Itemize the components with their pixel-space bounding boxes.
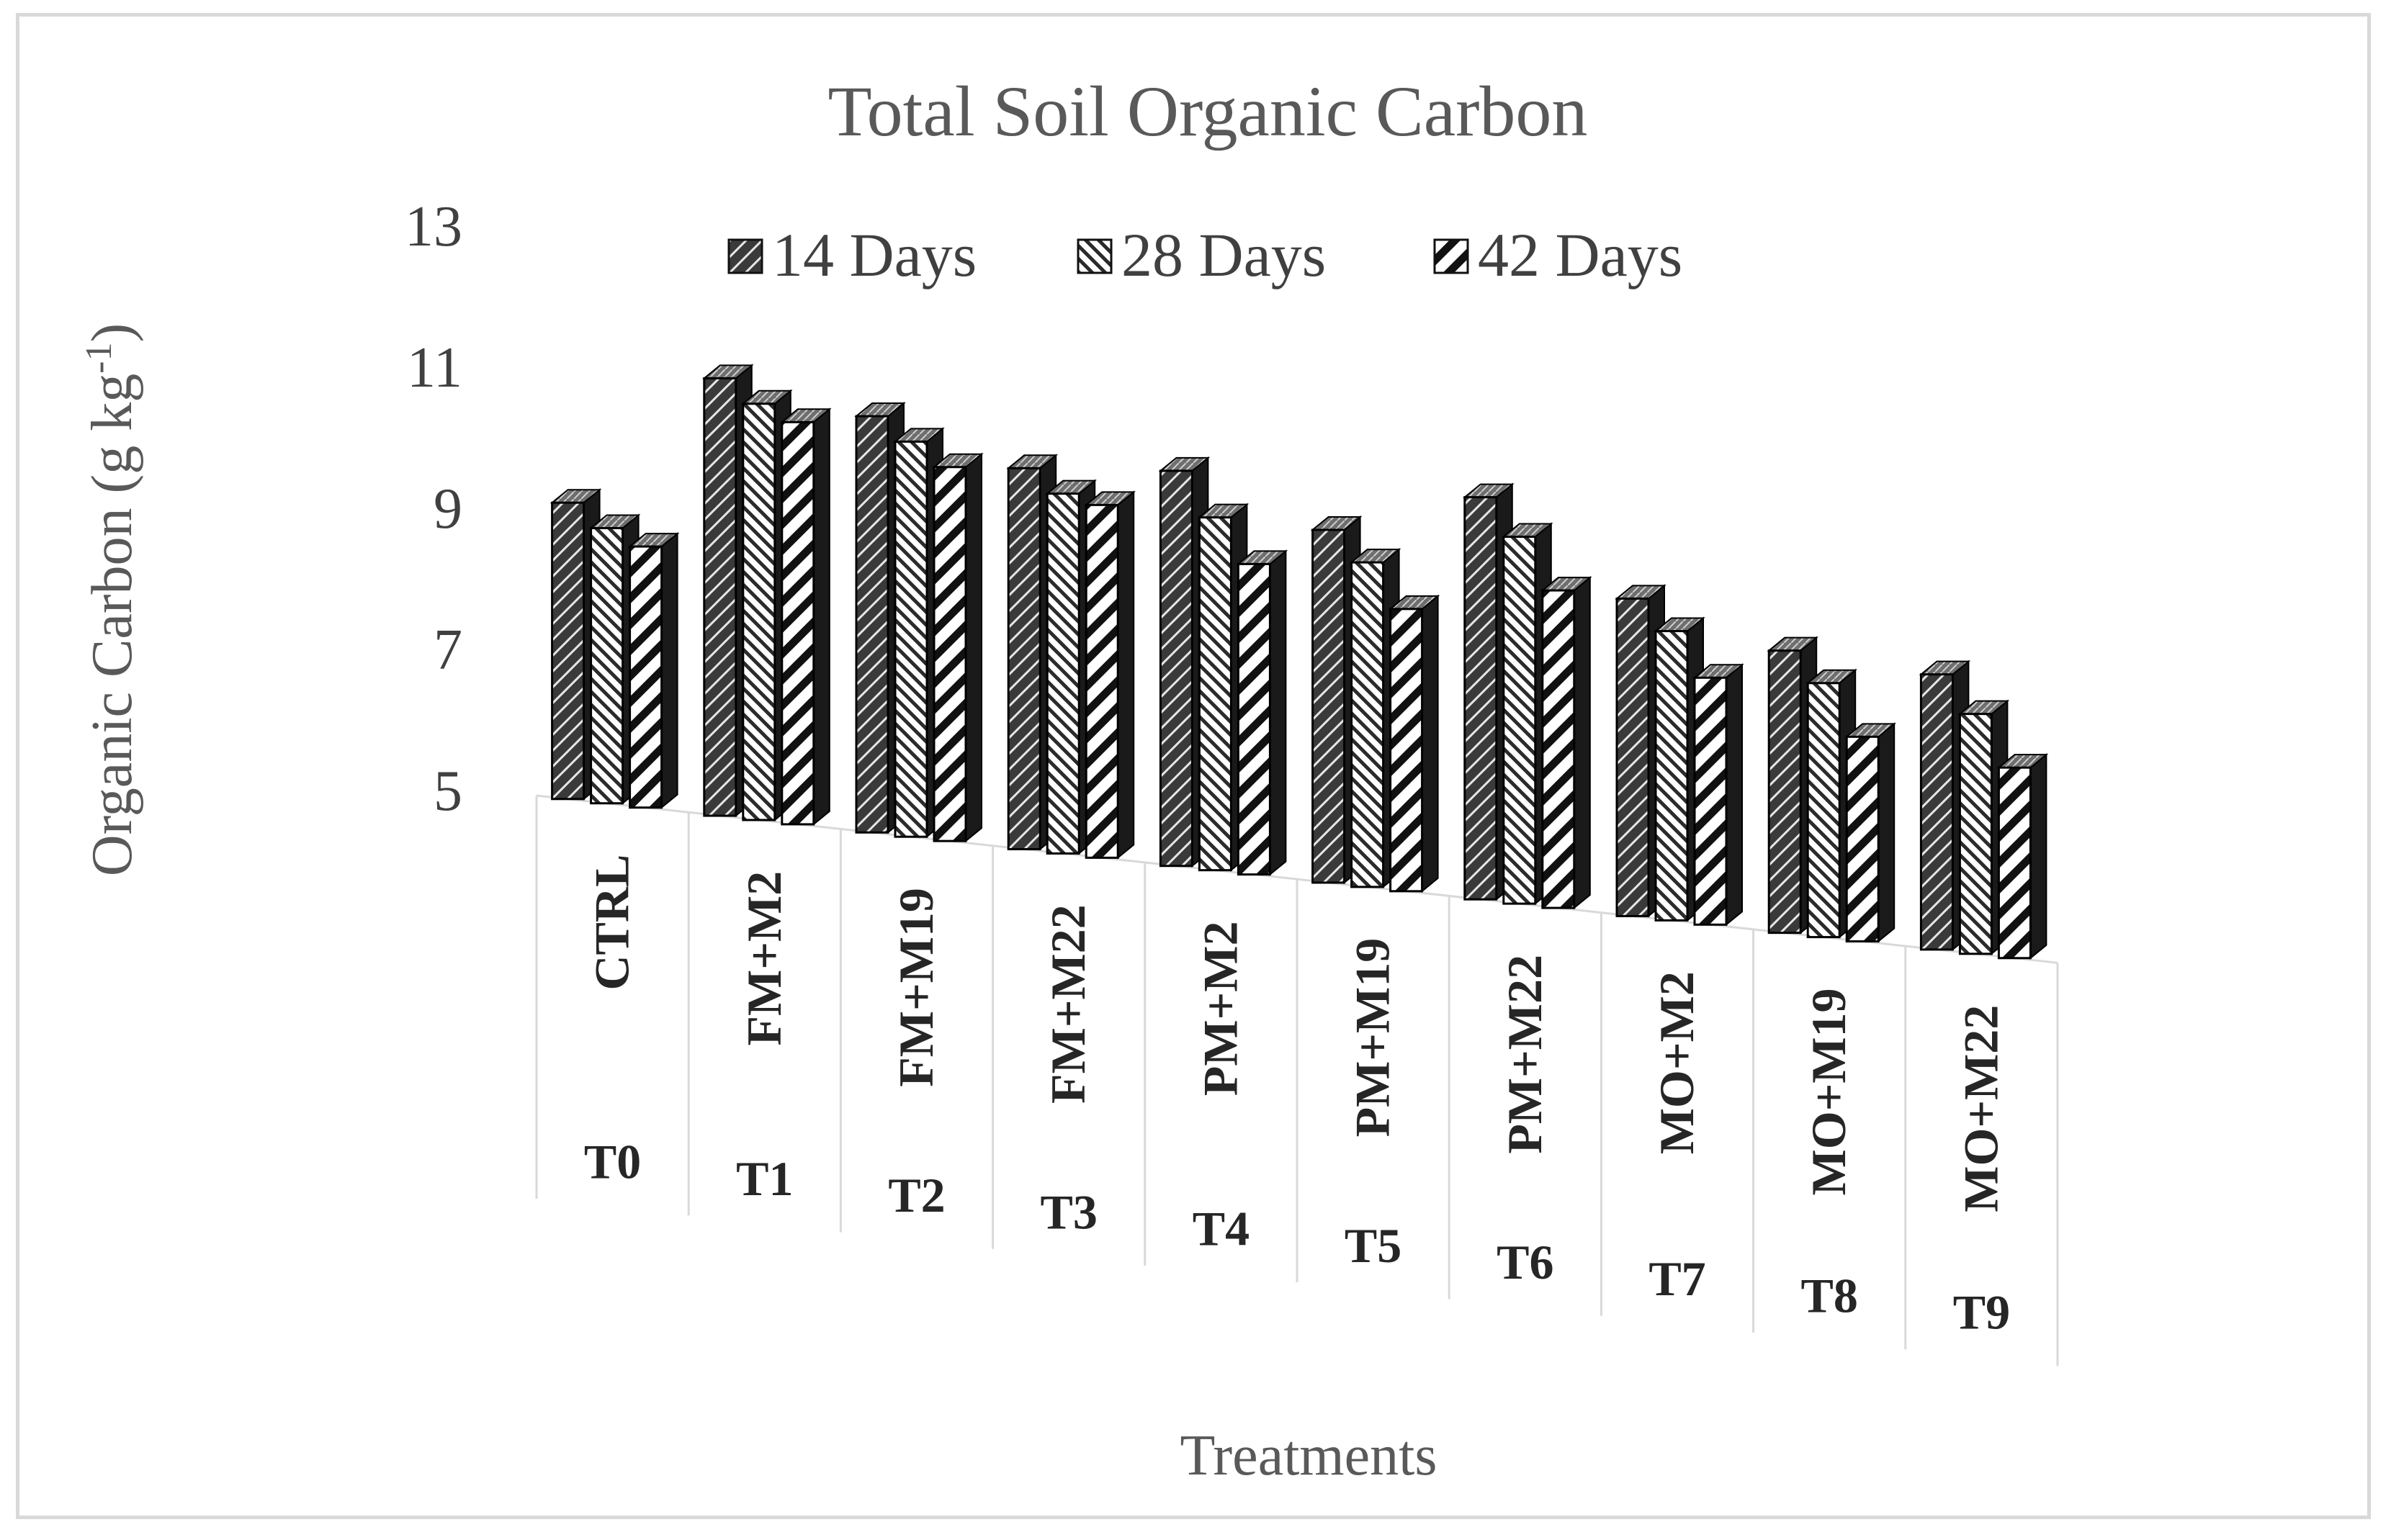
bar-side: [1117, 490, 1135, 860]
legend: 14 Days 28 Days 42 Days: [727, 220, 1682, 289]
bar-side: [965, 452, 982, 843]
chart-title: Total Soil Organic Carbon: [828, 71, 1588, 151]
bar-side: [660, 531, 678, 809]
bar-front: [1389, 608, 1424, 893]
treatment-code-4: T4: [1193, 1202, 1250, 1256]
bar-front: [590, 527, 624, 805]
bar-front: [1502, 536, 1537, 905]
category-label-6: PM+M22: [1497, 955, 1552, 1154]
bar-front: [1693, 676, 1728, 926]
treatment-code-1: T1: [736, 1151, 793, 1206]
bar-front: [629, 545, 663, 809]
bar-front: [1311, 528, 1346, 884]
bar-front: [1615, 597, 1650, 917]
category-label-7: MO+M2: [1649, 971, 1704, 1154]
bar-5-2: [1388, 594, 1440, 893]
category-label-4: PM+M2: [1193, 922, 1247, 1097]
treatment-code-8: T8: [1801, 1268, 1858, 1323]
legend-label-3: 42 Days: [1478, 220, 1682, 289]
bar-front: [1958, 713, 1993, 955]
treatment-code-7: T7: [1648, 1251, 1705, 1306]
bar-front: [1806, 682, 1841, 939]
treatment-code-5: T5: [1345, 1218, 1401, 1273]
bar-side: [1573, 575, 1591, 910]
y-axis-title-superscript: -1: [78, 342, 120, 373]
bar-front: [1237, 562, 1271, 876]
bar-front: [1007, 467, 1041, 850]
bar-front: [1159, 469, 1193, 868]
bar-front: [551, 501, 586, 801]
bar-front: [703, 377, 737, 817]
legend-label-1: 14 Days: [772, 220, 977, 289]
bar-3-2: [1084, 490, 1136, 860]
category-label-5: PM+M19: [1345, 938, 1400, 1138]
bar-side: [1421, 594, 1439, 893]
bar-9-2: [1996, 753, 2049, 960]
bar-front: [1541, 589, 1576, 909]
treatment-code-0: T0: [584, 1135, 641, 1189]
bar-7-2: [1692, 663, 1744, 927]
y-tick-label-5: 5: [434, 760, 462, 823]
x-axis-title: Treatments: [1180, 1424, 1437, 1487]
bar-front: [1845, 735, 1880, 943]
bar-side: [1878, 722, 1896, 943]
bar-front: [1654, 630, 1689, 922]
bar-4-2: [1236, 549, 1288, 876]
treatment-code-3: T3: [1041, 1184, 1098, 1239]
legend-label-2: 28 Days: [1121, 220, 1326, 289]
chart-frame: Total Soil Organic Carbon Organic Carbon…: [16, 13, 2371, 1519]
treatment-code-6: T6: [1497, 1235, 1553, 1289]
bar-front: [1046, 492, 1080, 855]
category-label-0: CTRL: [585, 855, 640, 991]
bar-front: [1919, 673, 1954, 951]
treatment-code-9: T9: [1953, 1285, 2010, 1340]
y-tick-label-13: 13: [405, 195, 462, 258]
bar-side: [1726, 663, 1743, 927]
bar-front: [1198, 516, 1232, 872]
y-axis-title: Organic Carbon (g kg-1): [78, 323, 145, 876]
category-label-2: FM+M19: [889, 888, 943, 1087]
bar-front: [1997, 766, 2032, 960]
bar-front: [855, 415, 889, 834]
bar-1-2: [779, 407, 832, 827]
y-axis-title-close: ): [81, 323, 144, 343]
bar-front: [1767, 649, 1802, 935]
category-label-8: MO+M19: [1801, 988, 1856, 1195]
bar-front: [933, 466, 967, 842]
treatment-code-2: T2: [888, 1168, 945, 1222]
y-tick-label-9: 9: [434, 477, 462, 541]
chart-svg: Total Soil Organic Carbon Organic Carbon…: [78, 71, 2059, 1487]
bar-6-2: [1540, 575, 1592, 910]
bar-front: [742, 402, 776, 821]
y-tick-label-7: 7: [434, 618, 462, 682]
y-axis-title-main: Organic Carbon (g kg: [81, 374, 144, 876]
bars: [549, 364, 2049, 960]
bar-front: [894, 440, 928, 838]
bar-front: [1350, 561, 1385, 888]
legend-swatch-1: [727, 238, 763, 274]
bar-front: [781, 420, 815, 826]
category-label-3: FM+M22: [1041, 904, 1095, 1104]
bar-0-2: [627, 531, 680, 809]
bar-front: [1463, 496, 1498, 901]
legend-swatch-2: [1077, 238, 1113, 274]
category-label-9: MO+M22: [1953, 1005, 2008, 1212]
bar-side: [2029, 753, 2047, 960]
category-label-1: FM+M2: [737, 871, 791, 1046]
bar-side: [1269, 549, 1287, 876]
legend-swatch-3: [1433, 238, 1469, 274]
y-tick-label-11: 11: [407, 336, 462, 400]
bar-side: [812, 407, 830, 827]
bar-2-2: [932, 452, 984, 843]
bar-8-2: [1844, 722, 1897, 943]
y-axis-ticks: 5 7 9 11 13: [405, 195, 462, 823]
bar-front: [1085, 503, 1119, 859]
